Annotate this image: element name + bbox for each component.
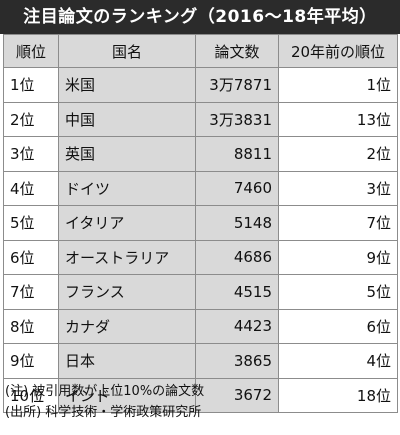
- prev-rank-cell: 13位: [278, 101, 398, 137]
- column-header-country: 国名: [58, 34, 196, 68]
- table-row: 10位 インド 3672 18位: [3, 377, 398, 413]
- prev-rank-cell: 6位: [278, 308, 398, 344]
- rank-cell: 6位: [3, 239, 59, 275]
- country-cell: 英国: [58, 136, 196, 172]
- country-cell: 中国: [58, 101, 196, 137]
- prev-rank-cell: 5位: [278, 274, 398, 310]
- table-row: 5位 イタリア 5148 7位: [3, 205, 398, 241]
- papers-cell: 3865: [195, 343, 279, 379]
- rank-cell: 4位: [3, 170, 59, 206]
- papers-cell: 4515: [195, 274, 279, 310]
- papers-cell: 3万3831: [195, 101, 279, 137]
- rank-cell: 7位: [3, 274, 59, 310]
- papers-cell: 7460: [195, 170, 279, 206]
- rank-cell: 10位: [3, 377, 59, 413]
- table-row: 2位 中国 3万3831 13位: [3, 101, 398, 137]
- note-source: (出所) 科学技術・学術政策研究所: [5, 405, 202, 420]
- papers-cell: 4423: [195, 308, 279, 344]
- rank-cell: 3位: [3, 136, 59, 172]
- papers-cell: 8811: [195, 136, 279, 172]
- papers-cell: 3万7871: [195, 67, 279, 103]
- table-row: 4位 ドイツ 7460 3位: [3, 170, 398, 206]
- rank-cell: 1位: [3, 67, 59, 103]
- table-header-row: 順位 国名 論文数 20年前の順位: [3, 34, 398, 68]
- papers-cell: 5148: [195, 205, 279, 241]
- prev-rank-cell: 9位: [278, 239, 398, 275]
- ranking-table: 順位 国名 論文数 20年前の順位 1位 米国 3万7871 1位 2位 中国 …: [3, 34, 398, 413]
- prev-rank-cell: 2位: [278, 136, 398, 172]
- column-header-papers: 論文数: [195, 34, 279, 68]
- rank-cell: 9位: [3, 343, 59, 379]
- rank-cell: 5位: [3, 205, 59, 241]
- country-cell: ドイツ: [58, 170, 196, 206]
- papers-cell: 3672: [195, 377, 279, 413]
- column-header-rank: 順位: [3, 34, 59, 68]
- papers-cell: 4686: [195, 239, 279, 275]
- note-definition: (注) 被引用数が上位10%の論文数: [5, 384, 205, 399]
- table-row: 9位 日本 3865 4位: [3, 343, 398, 379]
- table-row: 7位 フランス 4515 5位: [3, 274, 398, 310]
- prev-rank-cell: 7位: [278, 205, 398, 241]
- prev-rank-cell: 3位: [278, 170, 398, 206]
- table-row: 6位 オーストラリア 4686 9位: [3, 239, 398, 275]
- country-cell: イタリア: [58, 205, 196, 241]
- country-cell: フランス: [58, 274, 196, 310]
- column-header-prev-rank: 20年前の順位: [278, 34, 398, 68]
- prev-rank-cell: 1位: [278, 67, 398, 103]
- prev-rank-cell: 4位: [278, 343, 398, 379]
- page-title: 注目論文のランキング（2016～18年平均）: [0, 0, 400, 34]
- table-row: 1位 米国 3万7871 1位: [3, 67, 398, 103]
- footnotes: (注) 被引用数が上位10%の論文数 (出所) 科学技術・学術政策研究所: [5, 381, 397, 423]
- table-row: 3位 英国 8811 2位: [3, 136, 398, 172]
- table-row: 8位 カナダ 4423 6位: [3, 308, 398, 344]
- country-cell: オーストラリア: [58, 239, 196, 275]
- rank-cell: 2位: [3, 101, 59, 137]
- prev-rank-cell: 18位: [278, 377, 398, 413]
- country-cell: カナダ: [58, 308, 196, 344]
- country-cell: 日本: [58, 343, 196, 379]
- country-cell: 米国: [58, 67, 196, 103]
- rank-cell: 8位: [3, 308, 59, 344]
